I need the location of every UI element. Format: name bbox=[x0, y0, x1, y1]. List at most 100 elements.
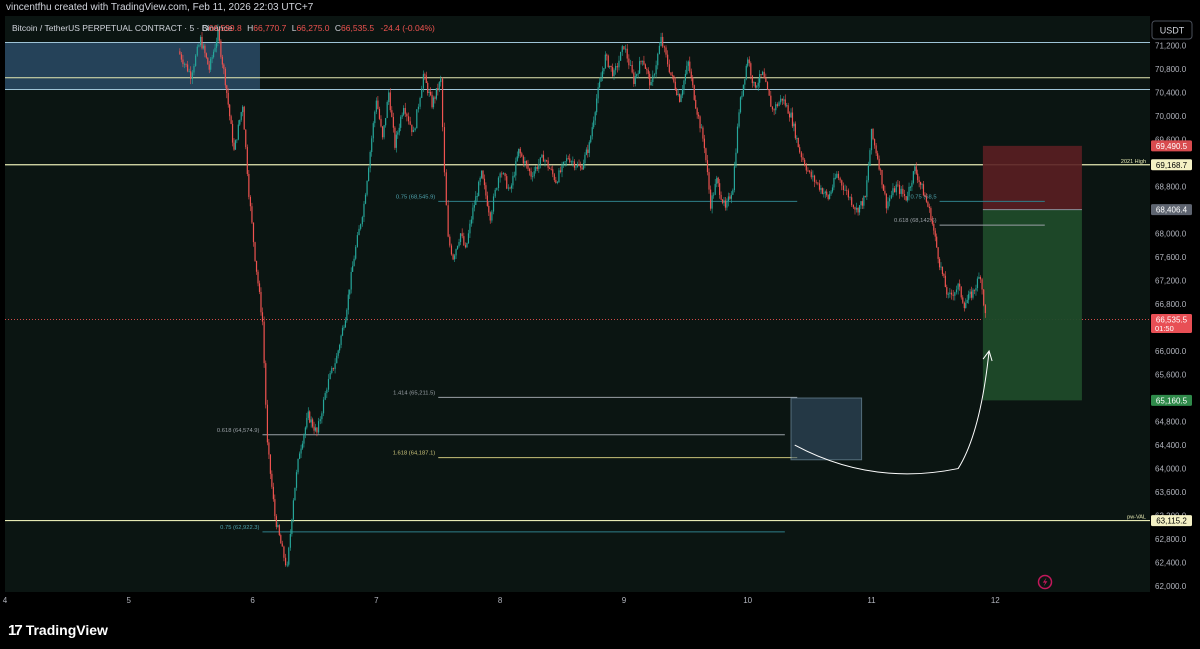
candle bbox=[674, 77, 676, 92]
candle-body bbox=[787, 105, 789, 114]
candle-body bbox=[892, 188, 894, 196]
candle bbox=[768, 88, 770, 96]
candle-body bbox=[900, 188, 902, 194]
candle-body bbox=[902, 188, 904, 194]
candle-body bbox=[882, 184, 885, 191]
candle-body bbox=[885, 193, 887, 209]
candle bbox=[397, 130, 399, 139]
candle bbox=[466, 242, 468, 248]
candle-body bbox=[558, 170, 560, 183]
symbol-label: Bitcoin / TetherUS PERPETUAL CONTRACT · … bbox=[12, 23, 233, 33]
candle-body bbox=[278, 525, 280, 536]
candle-body bbox=[339, 344, 341, 351]
candle bbox=[887, 197, 889, 211]
demand-box[interactable] bbox=[790, 397, 863, 461]
price-axis[interactable] bbox=[1150, 16, 1200, 592]
candle-body bbox=[610, 65, 612, 68]
candle bbox=[604, 51, 606, 69]
candle-body bbox=[918, 180, 920, 183]
candle-body bbox=[716, 177, 718, 184]
candle bbox=[344, 317, 347, 328]
candle-body bbox=[402, 108, 405, 115]
candle bbox=[277, 521, 279, 528]
candle bbox=[818, 179, 821, 192]
fib-label: 0.75 (68,5 bbox=[910, 194, 936, 200]
tradingview-logo[interactable]: 17 TradingView bbox=[8, 620, 108, 640]
candle bbox=[658, 41, 661, 55]
candle bbox=[698, 112, 700, 120]
candle bbox=[525, 160, 528, 169]
candle-body bbox=[950, 292, 953, 295]
candle-body bbox=[230, 116, 232, 124]
candle-body bbox=[428, 91, 430, 93]
candle-body bbox=[906, 196, 909, 201]
candle bbox=[179, 48, 181, 55]
candle bbox=[941, 266, 944, 277]
candle-body bbox=[452, 254, 454, 260]
candle bbox=[494, 187, 496, 198]
candle bbox=[513, 171, 515, 178]
candle-body bbox=[346, 309, 348, 321]
candle bbox=[793, 121, 795, 132]
price-tick: 62,400.0 bbox=[1155, 559, 1187, 568]
candle bbox=[839, 176, 841, 183]
candle-body bbox=[757, 82, 759, 86]
candle-body bbox=[824, 191, 826, 194]
candle-body bbox=[966, 299, 968, 304]
candle-body bbox=[751, 75, 753, 84]
candle-body bbox=[914, 166, 916, 172]
candle bbox=[536, 164, 538, 172]
candle-body bbox=[567, 158, 569, 160]
price-badge-text: 69,490.5 bbox=[1156, 142, 1188, 151]
candle bbox=[550, 166, 552, 171]
stop-loss-zone[interactable] bbox=[982, 145, 1082, 210]
candle bbox=[391, 106, 393, 118]
candle bbox=[434, 95, 436, 104]
candle bbox=[294, 487, 296, 501]
candle bbox=[662, 32, 664, 48]
candle bbox=[395, 130, 397, 153]
candle bbox=[680, 93, 682, 103]
candle bbox=[491, 209, 493, 223]
take-profit-zone[interactable] bbox=[982, 209, 1082, 401]
candle bbox=[593, 116, 595, 130]
lightning-icon[interactable] bbox=[1037, 574, 1053, 590]
time-axis[interactable] bbox=[0, 592, 1200, 611]
candle bbox=[714, 178, 716, 196]
candle-body bbox=[936, 236, 938, 248]
ohlc-o-label: O bbox=[202, 23, 209, 33]
price-chart[interactable]: 2021 High pw-VAL 0.75 (68,545.9) 1.414 (65… bbox=[0, 0, 1200, 611]
time-tick: 8 bbox=[498, 596, 503, 605]
candle bbox=[480, 170, 483, 180]
candle bbox=[347, 289, 349, 315]
candle-body bbox=[467, 233, 470, 244]
candle-body bbox=[528, 168, 531, 172]
candle bbox=[316, 426, 318, 437]
candle bbox=[545, 159, 548, 163]
candle bbox=[931, 216, 933, 226]
candle bbox=[965, 298, 967, 309]
candle-body bbox=[281, 543, 283, 547]
supply-zone[interactable] bbox=[5, 42, 260, 90]
candle-body bbox=[947, 293, 949, 295]
candle bbox=[515, 157, 517, 181]
candle bbox=[906, 191, 909, 203]
candle-body bbox=[641, 60, 644, 62]
candle bbox=[343, 324, 345, 331]
candle-body bbox=[461, 233, 463, 237]
candle-body bbox=[668, 64, 670, 73]
candle bbox=[402, 105, 405, 117]
currency-button[interactable]: USDT bbox=[1151, 20, 1193, 40]
candle bbox=[856, 202, 858, 213]
candle bbox=[766, 81, 769, 91]
plot-area[interactable] bbox=[5, 16, 1150, 592]
candle bbox=[215, 37, 218, 53]
candle bbox=[641, 60, 644, 66]
candle-body bbox=[309, 411, 311, 423]
candle bbox=[643, 55, 645, 66]
candle bbox=[957, 282, 959, 295]
candle-body bbox=[327, 379, 330, 390]
candle-body bbox=[831, 187, 834, 192]
candle bbox=[521, 151, 523, 158]
projection-arrow[interactable] bbox=[794, 350, 990, 475]
